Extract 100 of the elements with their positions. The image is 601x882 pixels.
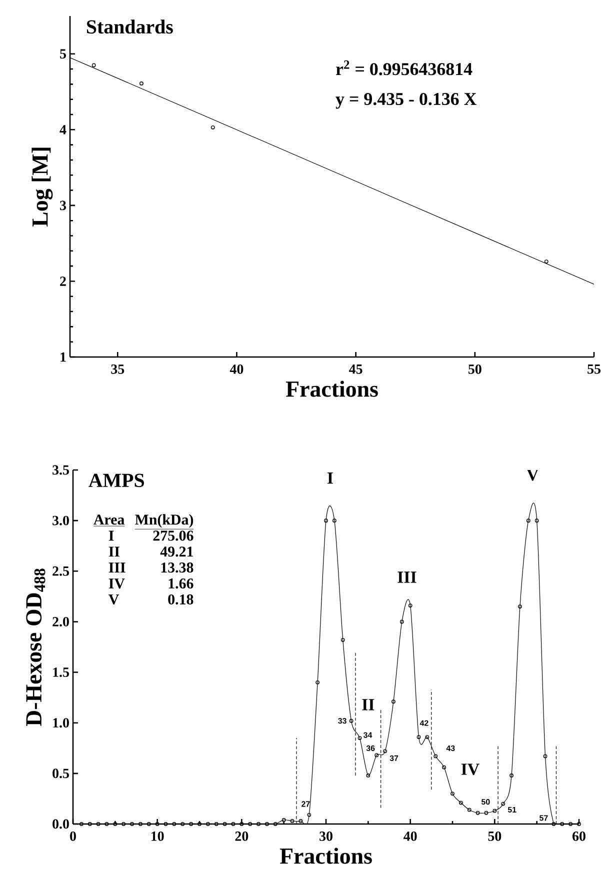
x-tick-label: 55: [588, 364, 600, 374]
y-tick-label: 1.5: [53, 668, 69, 677]
y-tick-label: 5: [60, 49, 66, 59]
y-tick-label: 1: [60, 352, 66, 362]
point: [434, 754, 438, 758]
point: [392, 700, 396, 704]
point: [400, 620, 404, 624]
annotation: IV: [108, 578, 125, 589]
y-tick-label: 2: [60, 276, 66, 286]
x-tick-label: 60: [572, 832, 586, 841]
point: [476, 810, 480, 815]
annotation: II: [108, 546, 120, 557]
point: [104, 822, 109, 826]
x-tick-label: 40: [404, 832, 417, 841]
point: [222, 822, 227, 826]
annotation: II: [362, 699, 374, 710]
point: [484, 810, 488, 815]
point: [273, 822, 278, 826]
point: [307, 812, 312, 817]
annotation: III: [398, 572, 416, 583]
y-tick-label: 4: [60, 125, 66, 134]
point: [164, 822, 168, 826]
point: [96, 822, 100, 826]
point: [155, 822, 160, 826]
x-tick-label: 20: [235, 832, 248, 841]
x-tick-label: 50: [488, 832, 502, 841]
annotation: V: [108, 594, 120, 605]
point: [298, 819, 303, 823]
annotation: 0.18: [168, 594, 194, 605]
annotation: 1.66: [168, 578, 194, 589]
chart-title: Standards: [86, 20, 173, 34]
point: [256, 822, 260, 826]
point: [349, 718, 354, 723]
x-axis-title: Fractions: [280, 848, 372, 864]
point: [458, 800, 463, 805]
point: [442, 765, 446, 770]
point: [534, 518, 539, 523]
chart-title: AMPS: [88, 474, 144, 488]
point: [501, 802, 506, 806]
point: [88, 822, 92, 826]
y-tick-label: 2.5: [52, 566, 69, 576]
point: [374, 753, 379, 758]
point: [240, 822, 244, 826]
point: [324, 518, 328, 523]
x-tick-label: 0: [70, 832, 76, 841]
point: [510, 774, 514, 778]
point: [122, 822, 126, 826]
point: [492, 808, 497, 813]
annotation: 13.38: [161, 562, 194, 573]
point: [130, 822, 134, 826]
point: [231, 822, 236, 826]
point: [383, 749, 387, 754]
point: [425, 735, 430, 739]
annotation: Area: [94, 514, 124, 525]
annotation: I: [108, 530, 114, 541]
point: [467, 808, 472, 812]
point: [358, 736, 362, 740]
annotation: 49.21: [160, 546, 193, 557]
point: [92, 63, 96, 68]
point: [138, 822, 142, 826]
point: [214, 822, 218, 826]
annotation: r$^{2}$ = 0.9956436814: [336, 60, 472, 76]
annotation: y = 9.435 - 0.136 X: [336, 92, 477, 109]
y-axis-title: Log [M]: [32, 148, 53, 227]
y-axis-title: D-Hexose OD$_{488}$: [26, 568, 46, 726]
point: [146, 822, 151, 826]
y-tick-label: 3: [60, 200, 66, 210]
annotation: I: [328, 472, 333, 484]
point: [316, 680, 320, 684]
y-tick-label: 0.0: [52, 819, 69, 829]
annotation: IV: [461, 764, 480, 776]
point: [544, 260, 548, 264]
x-tick-label: 40: [230, 364, 244, 374]
point: [282, 818, 286, 822]
annotation: III: [108, 562, 126, 572]
point: [189, 822, 194, 826]
point: [265, 822, 269, 826]
y-tick-label: 0.5: [52, 768, 69, 778]
point: [172, 822, 176, 826]
point: [408, 604, 412, 608]
y-tick-label: 1.0: [53, 718, 69, 728]
x-tick-label: 35: [111, 364, 124, 374]
point: [552, 822, 556, 826]
x-tick-label: 50: [468, 364, 482, 374]
point: [140, 81, 144, 86]
point: [518, 604, 522, 608]
x-tick-label: 45: [349, 364, 362, 374]
point: [416, 735, 421, 739]
point: [560, 822, 564, 826]
point: [198, 822, 202, 826]
point: [526, 518, 530, 523]
point: [543, 754, 548, 758]
point: [180, 822, 185, 826]
point: [340, 638, 345, 642]
point: [366, 774, 370, 778]
x-tick-label: 10: [151, 832, 164, 841]
annotation: 275.06: [153, 530, 194, 541]
y-tick-label: 3.0: [52, 516, 69, 526]
point: [210, 125, 215, 130]
point: [248, 822, 252, 826]
